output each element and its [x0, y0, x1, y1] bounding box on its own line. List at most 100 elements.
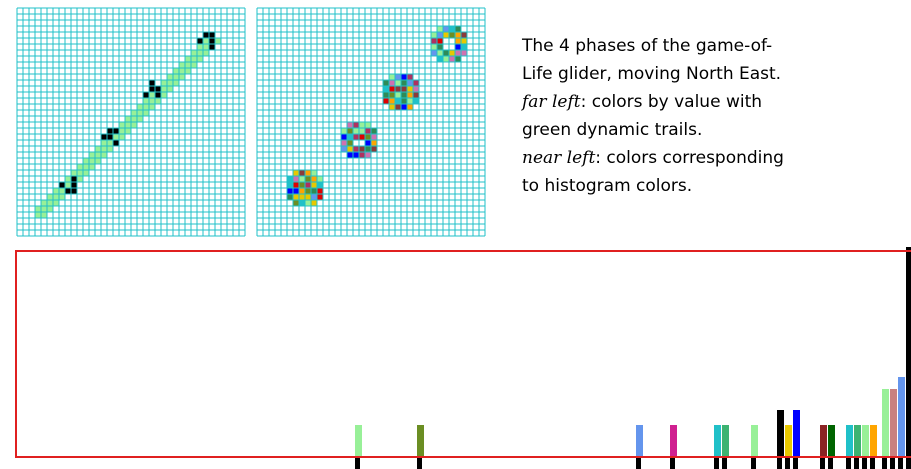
cell: [83, 170, 89, 176]
cell: [299, 176, 305, 182]
cell: [371, 128, 377, 134]
cell: [203, 32, 209, 38]
cell: [431, 44, 437, 50]
cell: [41, 206, 47, 212]
cell: [95, 158, 101, 164]
cell: [455, 50, 461, 56]
cell: [287, 176, 293, 182]
cell: [197, 56, 203, 62]
cell: [203, 50, 209, 56]
cell: [179, 68, 185, 74]
cell: [137, 110, 143, 116]
cell: [461, 50, 467, 56]
cell: [83, 158, 89, 164]
caption-line: green dynamic trails.: [522, 120, 702, 140]
cell: [443, 26, 449, 32]
cell: [77, 170, 83, 176]
cell: [443, 32, 449, 38]
cell: [179, 74, 185, 80]
cell: [149, 86, 155, 92]
cell: [359, 152, 365, 158]
cell: [53, 188, 59, 194]
cell: [47, 206, 53, 212]
cell: [443, 56, 449, 62]
cell: [113, 134, 119, 140]
cell: [71, 176, 77, 182]
cell: [149, 92, 155, 98]
cell: [35, 206, 41, 212]
histogram-stub: [820, 458, 825, 469]
cell: [407, 104, 413, 110]
cell: [449, 56, 455, 62]
caption-label: near left: [522, 148, 595, 168]
cell: [125, 116, 131, 122]
histogram-bar: [898, 377, 905, 457]
cell: [353, 134, 359, 140]
cell: [209, 44, 215, 50]
cell: [167, 86, 173, 92]
cell: [299, 200, 305, 206]
cell: [371, 146, 377, 152]
cell: [353, 128, 359, 134]
cell: [395, 104, 401, 110]
histogram-stub: [670, 458, 675, 469]
cell: [449, 50, 455, 56]
cell: [347, 122, 353, 128]
cell: [311, 182, 317, 188]
cell: [359, 128, 365, 134]
cell: [347, 134, 353, 140]
cell: [41, 212, 47, 218]
cell: [455, 26, 461, 32]
cell: [455, 38, 461, 44]
histogram-bar: [785, 425, 792, 457]
histogram-stub: [890, 458, 895, 469]
cell: [317, 182, 323, 188]
cell: [317, 176, 323, 182]
cell: [395, 80, 401, 86]
cell: [203, 44, 209, 50]
cell: [413, 86, 419, 92]
cell: [305, 188, 311, 194]
histogram-stub: [906, 458, 911, 469]
cell: [89, 152, 95, 158]
cell: [185, 56, 191, 62]
cell: [293, 194, 299, 200]
histogram-bar: [714, 425, 721, 457]
cell: [167, 74, 173, 80]
cell: [131, 122, 137, 128]
cell: [437, 38, 443, 44]
cell: [389, 74, 395, 80]
cell: [59, 182, 65, 188]
cell: [53, 194, 59, 200]
cell: [197, 38, 203, 44]
cell: [287, 188, 293, 194]
cell: [401, 86, 407, 92]
cell: [431, 50, 437, 56]
cell: [161, 92, 167, 98]
histogram-bar: [906, 247, 911, 457]
cell: [413, 80, 419, 86]
cell: [155, 92, 161, 98]
grid-far-left: [16, 7, 246, 237]
cell: [461, 44, 467, 50]
cell: [401, 74, 407, 80]
cell: [209, 38, 215, 44]
cell: [449, 32, 455, 38]
cell: [365, 128, 371, 134]
cell: [287, 182, 293, 188]
histogram-bar: [355, 425, 362, 457]
cell: [101, 152, 107, 158]
cell: [353, 146, 359, 152]
cell: [53, 200, 59, 206]
cell: [113, 140, 119, 146]
cell: [407, 98, 413, 104]
histogram-bar: [722, 425, 729, 457]
cell: [461, 32, 467, 38]
cell: [191, 62, 197, 68]
histogram-stub: [355, 458, 360, 469]
histogram-bar: [670, 425, 677, 457]
cell: [461, 38, 467, 44]
cell: [101, 134, 107, 140]
cell: [47, 200, 53, 206]
cell: [437, 26, 443, 32]
